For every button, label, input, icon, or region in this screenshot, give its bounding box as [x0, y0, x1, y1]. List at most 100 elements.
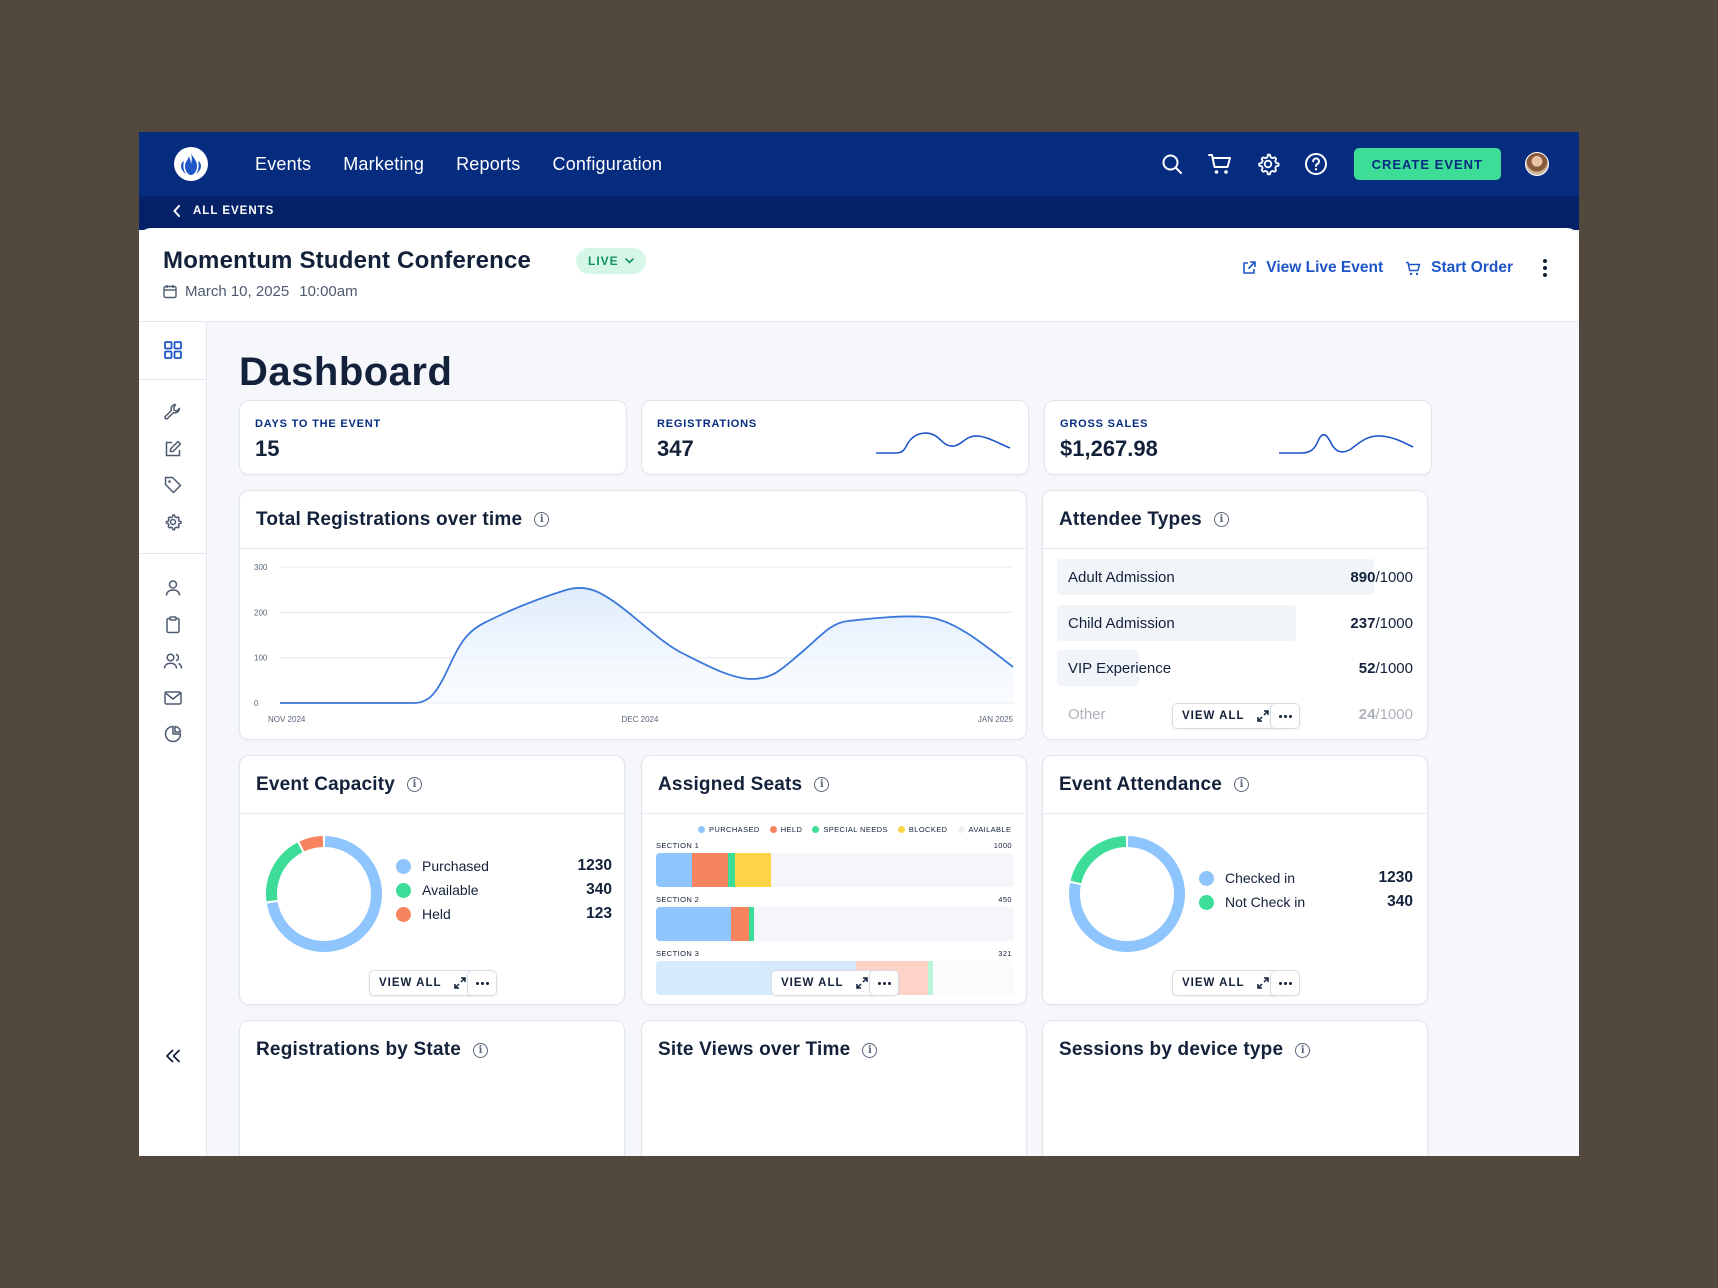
seat-segment-special — [727, 853, 735, 887]
attendance-donut — [1069, 836, 1185, 952]
event-header: Momentum Student Conference LIVE March 1… — [139, 228, 1579, 322]
seat-segment-blocked — [734, 853, 771, 887]
card-header: Event Capacity i — [240, 756, 624, 814]
legend-value: 1230 — [1378, 869, 1413, 886]
chevron-down-icon — [624, 258, 634, 264]
seat-segment-held — [691, 853, 728, 887]
legend-row: Available 340 — [396, 881, 612, 898]
users-icon[interactable] — [159, 647, 187, 675]
y-tick-label: 200 — [254, 608, 268, 617]
start-order-link[interactable]: Start Order — [1405, 259, 1513, 277]
view-all-label: VIEW ALL — [1182, 977, 1245, 989]
section-total: 321 — [998, 949, 1012, 958]
create-event-button[interactable]: CREATE EVENT — [1353, 148, 1501, 180]
avatar[interactable] — [1525, 152, 1549, 176]
attendee-row: VIP Experience 52/1000 — [1057, 650, 1413, 686]
tag-icon[interactable] — [159, 471, 187, 499]
legend-item: SPECIAL NEEDS — [812, 825, 888, 834]
attendee-name: Other — [1068, 705, 1106, 723]
expand-icon — [1256, 710, 1269, 722]
view-all-button[interactable]: VIEW ALL — [771, 970, 878, 996]
card-title: Site Views over Time — [658, 1039, 851, 1060]
stat-label: GROSS SALES — [1060, 418, 1149, 430]
attendee-count: 890/1000 — [1350, 568, 1413, 586]
card-header: Total Registrations over time i — [240, 491, 1026, 549]
more-options-icon[interactable] — [1535, 256, 1555, 280]
assigned-seats-card: Assigned Seats i PURCHASED HELD SPECIAL … — [641, 755, 1027, 1005]
attendee-count: 52/1000 — [1358, 659, 1413, 677]
cart-icon[interactable] — [1196, 140, 1244, 188]
section-total: 1000 — [993, 841, 1012, 850]
wrench-icon[interactable] — [159, 398, 187, 426]
more-button[interactable] — [869, 970, 899, 996]
gross-sales-sparkline — [1279, 433, 1414, 454]
legend-row: Checked in 1230 — [1199, 869, 1413, 886]
event-date-text: March 10, 2025 — [185, 283, 290, 300]
sidebar-divider — [139, 553, 206, 554]
attendee-bar — [1057, 559, 1374, 595]
card-title: Event Attendance — [1059, 773, 1222, 795]
seat-bar — [656, 907, 1014, 941]
search-icon[interactable] — [1148, 140, 1196, 188]
seat-segment-special — [928, 961, 934, 995]
view-live-event-link[interactable]: View Live Event — [1242, 259, 1383, 277]
x-tick-label: NOV 2024 — [268, 715, 306, 724]
legend-label: Not Check in — [1225, 894, 1306, 910]
event-date: March 10, 2025 10:00am — [163, 283, 358, 300]
legend-dot — [396, 858, 411, 874]
nav-marketing[interactable]: Marketing — [343, 153, 425, 174]
card-title: Total Registrations over time — [256, 508, 523, 530]
collapse-sidebar-icon[interactable] — [159, 1042, 187, 1070]
expand-icon — [453, 977, 466, 989]
info-icon[interactable]: i — [473, 1042, 489, 1058]
info-icon[interactable]: i — [1213, 512, 1229, 527]
registrations-line — [280, 586, 1014, 704]
registrations-sparkline — [876, 432, 1011, 454]
section-label: SECTION 1 — [656, 841, 700, 850]
attendee-row: Child Admission 237/1000 — [1057, 605, 1413, 641]
card-header: Sessions by device type i — [1043, 1021, 1427, 1079]
all-events-link[interactable]: ALL EVENTS — [173, 196, 274, 226]
x-tick-label: JAN 2025 — [978, 715, 1014, 724]
clipboard-icon[interactable] — [159, 611, 187, 639]
dashboard-icon[interactable] — [159, 336, 187, 364]
app-window: Events Marketing Reports Configuration C… — [139, 132, 1579, 1156]
attendee-name: Adult Admission — [1068, 568, 1175, 586]
status-dropdown[interactable]: LIVE — [576, 248, 646, 274]
info-icon[interactable]: i — [862, 1042, 878, 1058]
mail-icon[interactable] — [159, 684, 187, 712]
user-icon[interactable] — [159, 574, 187, 602]
info-icon[interactable]: i — [1233, 777, 1249, 792]
settings-icon[interactable] — [159, 508, 187, 536]
legend-dot — [396, 882, 411, 898]
y-tick-label: 100 — [254, 654, 268, 663]
more-button[interactable] — [1270, 970, 1300, 996]
pie-chart-icon[interactable] — [159, 720, 187, 748]
info-icon[interactable]: i — [1295, 1042, 1311, 1058]
registrations-by-state-card: Registrations by State i — [239, 1020, 625, 1156]
info-icon[interactable]: i — [407, 777, 423, 792]
gear-icon[interactable] — [1244, 140, 1292, 188]
more-button[interactable] — [1270, 703, 1300, 729]
legend-row: Held 123 — [396, 905, 612, 922]
info-icon[interactable]: i — [534, 512, 550, 527]
view-all-button[interactable]: VIEW ALL — [1172, 703, 1279, 729]
edit-icon[interactable] — [159, 435, 187, 463]
attendee-row: Other 24/1000 — [1057, 696, 1413, 732]
nav-events[interactable]: Events — [255, 153, 312, 174]
card-header: Event Attendance i — [1043, 756, 1427, 814]
view-all-button[interactable]: VIEW ALL — [1172, 970, 1279, 996]
expand-icon — [1256, 977, 1269, 989]
view-all-label: VIEW ALL — [1182, 710, 1245, 722]
nav-reports[interactable]: Reports — [456, 153, 521, 174]
stat-card-days: DAYS TO THE EVENT 15 — [239, 400, 627, 475]
site-views-card: Site Views over Time i — [641, 1020, 1027, 1156]
nav-configuration[interactable]: Configuration — [552, 153, 663, 174]
view-all-button[interactable]: VIEW ALL — [369, 970, 476, 996]
seat-segment-special — [749, 907, 755, 941]
info-icon[interactable]: i — [814, 777, 830, 792]
help-icon[interactable] — [1292, 140, 1340, 188]
more-button[interactable] — [467, 970, 497, 996]
x-tick-label: DEC 2024 — [622, 715, 659, 724]
brand-logo[interactable] — [174, 147, 208, 181]
